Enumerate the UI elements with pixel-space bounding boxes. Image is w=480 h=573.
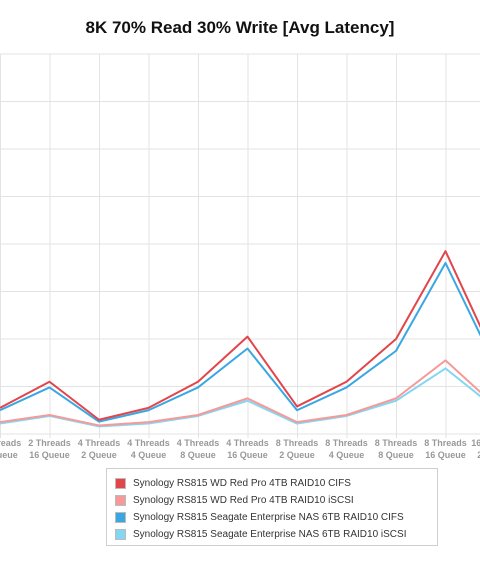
chart-title: 8K 70% Read 30% Write [Avg Latency]	[85, 18, 395, 37]
series-line[interactable]	[0, 250, 480, 421]
x-tick-label: 4 Threads	[226, 438, 269, 448]
legend-item[interactable]: Synology RS815 Seagate Enterprise NAS 6T…	[115, 509, 437, 526]
legend-item[interactable]: Synology RS815 WD Red Pro 4TB RAID10 iSC…	[115, 492, 437, 509]
x-tick-label: 8 Threads	[424, 438, 467, 448]
x-tick-label: 2 Queue	[81, 450, 117, 460]
legend-label: Synology RS815 Seagate Enterprise NAS 6T…	[133, 529, 407, 540]
x-tick-label: 16 Queue	[425, 450, 466, 460]
legend-label: Synology RS815 WD Red Pro 4TB RAID10 CIF…	[133, 478, 351, 489]
x-tick-label: 8 Queue	[180, 450, 216, 460]
grid-lines	[0, 53, 480, 438]
x-tick-label: 16 Queue	[29, 450, 70, 460]
legend-swatch	[115, 495, 126, 506]
x-tick-label: 4 Threads	[177, 438, 220, 448]
x-tick-label: 2 Queue	[477, 450, 480, 460]
legend-item[interactable]: Synology RS815 WD Red Pro 4TB RAID10 CIF…	[115, 475, 437, 492]
x-tick-label: 4 Threads	[127, 438, 170, 448]
x-tick-label: 8 Threads	[276, 438, 319, 448]
legend-item[interactable]: Synology RS815 Seagate Enterprise NAS 6T…	[115, 526, 437, 543]
x-tick-label: 16 Queue	[227, 450, 268, 460]
x-axis-ticks: 2 Threads 2 Queue 2 Threads 16 Queue 4 Threa…	[0, 438, 480, 460]
series-line[interactable]	[0, 262, 480, 423]
x-tick-label: 8 Threads	[375, 438, 418, 448]
legend-label: Synology RS815 Seagate Enterprise NAS 6T…	[133, 512, 404, 523]
legend-swatch	[115, 478, 126, 489]
x-tick-label: 2 Queue	[279, 450, 315, 460]
legend-label: Synology RS815 WD Red Pro 4TB RAID10 iSC…	[133, 495, 354, 506]
x-tick-label: 16 Threads	[471, 438, 480, 448]
x-tick-label: 4 Threads	[78, 438, 121, 448]
x-tick-label: 4 Queue	[329, 450, 365, 460]
x-tick-label: 8 Threads	[325, 438, 368, 448]
series-line[interactable]	[0, 359, 480, 427]
series-line[interactable]	[0, 367, 480, 428]
x-tick-label: 2 Threads	[0, 438, 21, 448]
x-tick-label: 8 Queue	[378, 450, 414, 460]
x-tick-label: 4 Queue	[131, 450, 167, 460]
legend: Synology RS815 WD Red Pro 4TB RAID10 CIF…	[106, 468, 438, 546]
series-lines	[0, 250, 480, 428]
legend-swatch	[115, 512, 126, 523]
legend-swatch	[115, 529, 126, 540]
x-tick-label: 2 Queue	[0, 450, 18, 460]
x-tick-label: 2 Threads	[28, 438, 71, 448]
